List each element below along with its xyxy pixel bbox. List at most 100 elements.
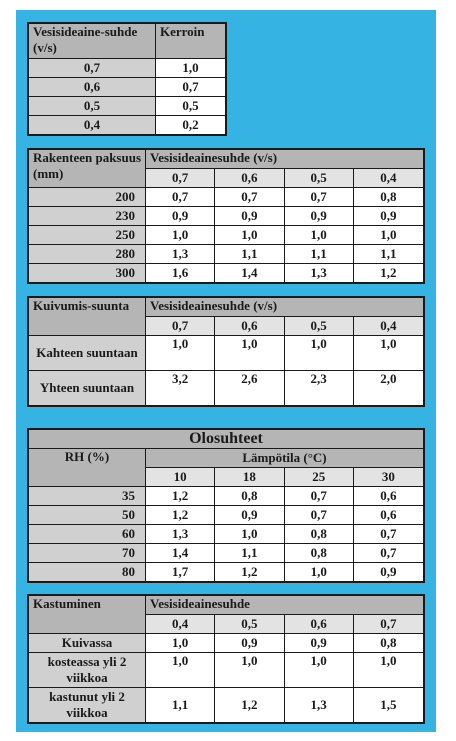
table-cell: 1,2 <box>144 486 216 506</box>
ratio-cell: 0,4 <box>27 115 156 136</box>
row-label: Kahteen suuntaan <box>27 335 146 371</box>
header-thickness: Rakenteen paksuus (mm) <box>27 148 146 188</box>
table-cell: 0,8 <box>352 187 425 207</box>
column-value: 0,4 <box>144 614 216 634</box>
table-cell: 1,3 <box>144 244 216 264</box>
row-label: 200 <box>27 187 146 207</box>
header-direction: Kuivumis-suunta <box>27 296 146 336</box>
header-group: Vesisideainesuhde <box>145 594 425 615</box>
table-row: 80 1,7 1,2 1,0 0,9 <box>27 562 425 583</box>
table-cell: 1,1 <box>352 244 425 264</box>
row-label: 35 <box>27 486 146 506</box>
column-value: 0,4 <box>352 316 425 336</box>
ratio-cell: 0,7 <box>27 58 156 78</box>
page-background: Vesisideaine-suhde (v/s) Kerroin 0,7 1,0… <box>16 10 436 732</box>
column-value: 0,7 <box>144 168 216 188</box>
table-cell: 1,1 <box>214 543 285 563</box>
column-value: 0,6 <box>214 316 285 336</box>
row-label: 70 <box>27 543 146 563</box>
row-label: 50 <box>27 505 146 525</box>
column-value: 0,6 <box>283 614 354 634</box>
table-cell: 0,8 <box>214 486 285 506</box>
table-cell: 1,0 <box>283 562 354 583</box>
thickness-table: Rakenteen paksuus (mm) Vesisideainesuhde… <box>27 148 425 284</box>
row-label: 280 <box>27 244 146 264</box>
table-cell: 1,0 <box>283 652 354 688</box>
column-value: 30 <box>352 467 425 487</box>
table-cell: 1,0 <box>352 225 425 245</box>
table-row: 60 1,3 1,0 0,8 0,7 <box>27 524 425 544</box>
table-cell: 1,0 <box>144 633 216 653</box>
column-value: 0,5 <box>283 168 354 188</box>
row-label: Yhteen suuntaan <box>27 370 146 407</box>
table-cell: 1,0 <box>144 335 216 371</box>
table-cell: 0,9 <box>214 206 285 226</box>
column-value: 0,5 <box>214 614 285 634</box>
table-row: 200 0,7 0,7 0,7 0,8 <box>27 187 425 207</box>
header-coefficient: Kerroin <box>155 22 227 59</box>
row-label: Kuivassa <box>27 633 146 653</box>
table-cell: 1,0 <box>144 225 216 245</box>
table-cell: 1,7 <box>144 562 216 583</box>
table-row: 280 1,3 1,1 1,1 1,1 <box>27 244 425 264</box>
table-cell: 1,2 <box>144 505 216 525</box>
table-cell: 1,1 <box>214 244 285 264</box>
column-value: 0,7 <box>352 614 425 634</box>
header-wetting: Kastuminen <box>27 594 146 634</box>
table-cell: 1,6 <box>144 263 216 284</box>
table-cell: 1,0 <box>283 335 354 371</box>
conditions-title: Olosuhteet <box>27 428 425 449</box>
table-cell: 1,0 <box>214 652 285 688</box>
column-value: 10 <box>144 467 216 487</box>
table-cell: 0,7 <box>144 187 216 207</box>
table-row: 0,5 0,5 <box>27 96 227 116</box>
column-value: 0,6 <box>214 168 285 188</box>
column-value: 0,7 <box>144 316 216 336</box>
table-row: 0,7 1,0 <box>27 58 227 78</box>
row-label: 60 <box>27 524 146 544</box>
table-row: 50 1,2 0,9 0,7 0,6 <box>27 505 425 525</box>
table-cell: 1,2 <box>214 562 285 583</box>
header-rh: RH (%) <box>27 448 146 487</box>
row-label: 230 <box>27 206 146 226</box>
table-row: 300 1,6 1,4 1,3 1,2 <box>27 263 425 284</box>
coefficient-cell: 0,5 <box>155 96 227 116</box>
table-cell: 1,0 <box>283 225 354 245</box>
table-row: 35 1,2 0,8 0,7 0,6 <box>27 486 425 506</box>
table-cell: 1,4 <box>144 543 216 563</box>
column-value: 18 <box>214 467 285 487</box>
table-row: 0,6 0,7 <box>27 77 227 97</box>
table-cell: 1,5 <box>352 687 425 724</box>
table-cell: 0,6 <box>352 505 425 525</box>
table-cell: 2,6 <box>214 370 285 407</box>
ratio-cell: 0,6 <box>27 77 156 97</box>
column-value: 0,4 <box>352 168 425 188</box>
table-cell: 0,8 <box>283 524 354 544</box>
table-row: 250 1,0 1,0 1,0 1,0 <box>27 225 425 245</box>
header-temperature: Lämpötila (°C) <box>145 448 425 468</box>
table-cell: 0,7 <box>283 505 354 525</box>
table-cell: 0,7 <box>214 187 285 207</box>
table-cell: 0,7 <box>283 187 354 207</box>
table-row: 0,4 0,2 <box>27 115 227 136</box>
table-cell: 0,9 <box>352 562 425 583</box>
header-ratio: Vesisideaine-suhde (v/s) <box>27 22 156 59</box>
table-cell: 0,7 <box>352 543 425 563</box>
table-cell: 1,3 <box>144 524 216 544</box>
table-row: kosteassa yli 2 viikkoa 1,0 1,0 1,0 1,0 <box>27 652 425 688</box>
ratio-cell: 0,5 <box>27 96 156 116</box>
table-cell: 0,7 <box>352 524 425 544</box>
ratio-coefficient-table: Vesisideaine-suhde (v/s) Kerroin 0,7 1,0… <box>27 22 227 136</box>
table-row: 70 1,4 1,1 0,8 0,7 <box>27 543 425 563</box>
table-cell: 1,3 <box>283 263 354 284</box>
table-cell: 1,2 <box>352 263 425 284</box>
table-cell: 1,0 <box>214 335 285 371</box>
row-label: kastunut yli 2 viikkoa <box>27 687 146 724</box>
table-cell: 1,2 <box>214 687 285 724</box>
table-cell: 3,2 <box>144 370 216 407</box>
conditions-table: Olosuhteet RH (%) Lämpötila (°C) 10 18 2… <box>27 428 425 583</box>
table-cell: 2,3 <box>283 370 354 407</box>
table-cell: 1,0 <box>214 524 285 544</box>
table-cell: 1,1 <box>283 244 354 264</box>
header-group: Vesisideainesuhde (v/s) <box>145 296 425 317</box>
